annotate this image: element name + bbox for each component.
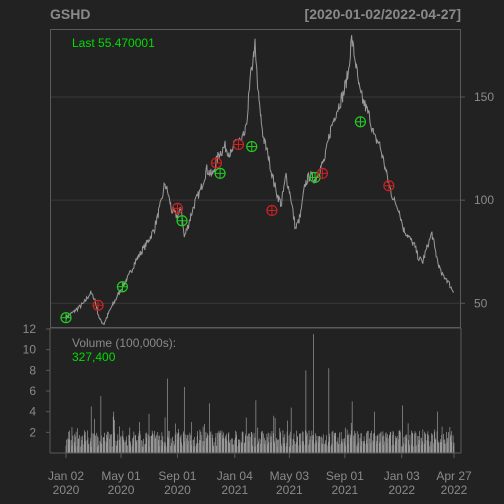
x-tick-label-year: 2021 bbox=[221, 483, 248, 497]
buy-marker bbox=[309, 171, 321, 184]
buy-marker bbox=[60, 312, 72, 324]
x-tick-label-year: 2020 bbox=[164, 483, 191, 497]
volume-value: 327,400 bbox=[72, 350, 116, 364]
sell-marker bbox=[92, 299, 104, 311]
buy-marker bbox=[214, 167, 226, 179]
price-tick-label: 50 bbox=[474, 296, 488, 310]
volume-tick-label: 8 bbox=[29, 363, 36, 377]
x-tick-label-month: May 01 bbox=[101, 469, 141, 483]
price-line bbox=[65, 35, 454, 326]
buy-marker bbox=[246, 140, 258, 153]
sell-marker bbox=[383, 180, 395, 192]
volume-tick-label: 12 bbox=[23, 322, 37, 336]
price-gridlines bbox=[51, 96, 460, 304]
x-tick-label-month: Jan 03 bbox=[384, 469, 420, 483]
volume-axis: 2 4 6 8 10 12 bbox=[23, 322, 50, 439]
x-tick-label-month: May 03 bbox=[270, 469, 310, 483]
price-axis: 50 100 150 bbox=[461, 90, 494, 310]
x-tick-label-year: 2022 bbox=[441, 483, 468, 497]
sell-marker bbox=[316, 167, 328, 179]
price-panel: 50 100 150 Last 55.470001 bbox=[50, 29, 494, 328]
price-series bbox=[65, 35, 454, 326]
volume-tick-label: 2 bbox=[29, 425, 36, 439]
x-tick-label-year: 2020 bbox=[108, 483, 135, 497]
x-tick-label-year: 2022 bbox=[388, 483, 415, 497]
sell-marker bbox=[266, 204, 278, 217]
chart-title: GSHD bbox=[50, 6, 90, 22]
volume-panel: 2 4 6 8 10 12 Volume (100,000s): 327,400 bbox=[23, 322, 462, 453]
buy-marker bbox=[354, 116, 367, 128]
x-tick-label-year: 2020 bbox=[53, 483, 80, 497]
x-tick-label-year: 2021 bbox=[331, 483, 358, 497]
volume-bars bbox=[65, 334, 455, 453]
sell-marker bbox=[171, 202, 184, 214]
volume-tick-label: 6 bbox=[29, 384, 36, 398]
last-price-label: Last 55.470001 bbox=[72, 36, 155, 50]
sell-marker bbox=[210, 157, 223, 169]
sell-marker bbox=[232, 138, 245, 151]
x-tick-label-month: Sep 01 bbox=[158, 469, 196, 483]
price-tick-label: 100 bbox=[474, 193, 494, 207]
volume-tick-label: 10 bbox=[23, 343, 37, 357]
x-tick-label-year: 2021 bbox=[276, 483, 303, 497]
x-tick-label-month: Jan 04 bbox=[217, 469, 253, 483]
price-panel-frame bbox=[50, 29, 461, 328]
trade-markers bbox=[60, 116, 395, 324]
buy-marker bbox=[116, 281, 129, 293]
x-tick-label-month: Apr 27 bbox=[436, 469, 472, 483]
volume-label: Volume (100,000s): bbox=[72, 336, 176, 350]
buy-marker bbox=[176, 215, 188, 227]
volume-tick-label: 4 bbox=[29, 405, 36, 419]
price-tick-label: 150 bbox=[474, 90, 494, 104]
x-tick-label-month: Sep 01 bbox=[326, 469, 364, 483]
x-tick-label-month: Jan 02 bbox=[48, 469, 84, 483]
date-range: [2020-01-02/2022-04-27] bbox=[305, 6, 461, 22]
